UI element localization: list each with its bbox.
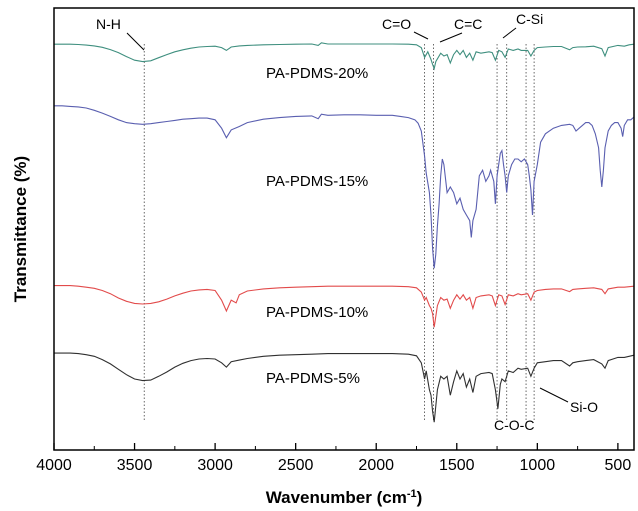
series-line-1 xyxy=(54,42,635,71)
x-tick-labels: 4000 3500 3000 2500 2000 1500 1000 500 xyxy=(36,457,631,474)
series-label-5: PA-PDMS-5% xyxy=(266,370,360,387)
series-layer xyxy=(54,42,635,423)
series-label-15: PA-PDMS-15% xyxy=(266,173,368,190)
annotation-sio: Si-O xyxy=(570,399,598,415)
annotation-csi: C-Si xyxy=(516,11,543,27)
plot-frame xyxy=(53,7,635,451)
annotation-co: C=O xyxy=(382,16,411,32)
annotation-nh: N-H xyxy=(96,16,121,32)
x-tick-label: 500 xyxy=(605,457,632,474)
x-tick-label: 2000 xyxy=(358,457,394,474)
y-axis-title: Transmittance (%) xyxy=(11,156,30,302)
series-line-2 xyxy=(54,105,635,269)
series-label-20: PA-PDMS-20% xyxy=(266,65,368,82)
x-tick-label: 4000 xyxy=(36,457,72,474)
annotation-coc: C-O-C xyxy=(494,417,534,433)
x-ticks xyxy=(53,443,619,450)
annotation-co-arrow xyxy=(413,31,429,40)
series-line-3 xyxy=(54,285,635,328)
annotation-csi-arrow xyxy=(502,27,517,39)
x-tick-label: 2500 xyxy=(278,457,314,474)
series-label-10: PA-PDMS-10% xyxy=(266,304,368,321)
annotation-cc-arrow xyxy=(439,32,463,43)
reference-lines xyxy=(143,44,535,420)
annotation-cc: C=C xyxy=(454,16,482,32)
x-tick-label: 3500 xyxy=(117,457,153,474)
annotation-sio-arrow xyxy=(539,387,569,403)
annotation-nh-arrow xyxy=(126,32,145,51)
x-tick-label: 1000 xyxy=(520,457,556,474)
x-axis-title: Wavenumber (cm-1) xyxy=(266,488,423,507)
x-tick-label: 1500 xyxy=(439,457,475,474)
series-line-4 xyxy=(54,352,635,423)
x-tick-label: 3000 xyxy=(197,457,233,474)
